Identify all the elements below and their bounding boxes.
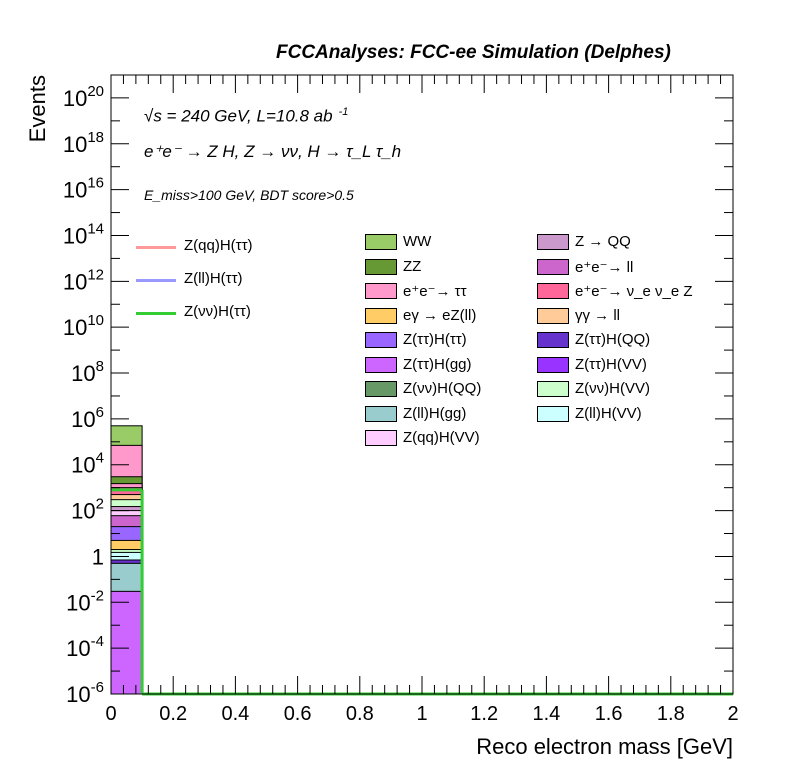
legend-label: ZZ	[403, 257, 422, 275]
x-tick-label: 0.4	[221, 703, 249, 725]
y-tick-label: 1014	[63, 220, 104, 248]
legend-swatch	[537, 356, 569, 373]
legend-label: Z(νν)H(QQ)	[403, 380, 482, 397]
y-tick-label: 1012	[63, 266, 104, 294]
legend-label: Z(ττ)H(VV)	[575, 355, 647, 373]
y-tick-label: 1018	[63, 129, 104, 157]
legend-label: e⁺e⁻→ ν_e ν_e Z	[575, 283, 693, 300]
x-tick-label: 0.6	[284, 703, 312, 725]
y-tick-label: 1	[92, 544, 104, 569]
legend-label: Z(νν)H(VV)	[575, 380, 650, 397]
legend-swatch	[365, 332, 397, 348]
legend-label: e⁺e⁻→ ll	[575, 258, 634, 276]
legend-swatch	[365, 430, 397, 446]
legend-line-swatch	[136, 279, 176, 282]
legend-swatch	[537, 405, 569, 422]
legend-label: Z(qq)H(ττ)	[184, 237, 253, 254]
y-tick-label: 10-2	[66, 587, 104, 615]
legend-swatch	[537, 258, 569, 275]
legend-swatch	[365, 405, 397, 422]
y-tick-label: 10-4	[66, 633, 104, 661]
x-tick-label: 1.2	[470, 703, 498, 725]
x-tick-label: 1.8	[657, 703, 685, 725]
legend-label: Z(ll)H(gg)	[403, 404, 467, 422]
legend-label: Z → QQ	[575, 233, 631, 250]
y-tick-label: 106	[71, 404, 104, 432]
y-tick-label: 108	[71, 358, 104, 386]
legend-label: Z(ll)H(ττ)	[184, 270, 243, 287]
legend-label: Z(qq)H(VV)	[403, 429, 480, 446]
legend-swatch	[537, 381, 569, 397]
x-tick-label: 1.4	[532, 703, 560, 725]
legend-swatch	[365, 283, 397, 299]
y-tick-label: 1016	[63, 175, 104, 203]
energy-lumi-annotation: √s = 240 GeV, L=10.8 ab -1	[144, 106, 349, 126]
x-tick-label: 0.8	[346, 703, 374, 725]
legend-swatch	[365, 356, 397, 373]
x-tick-label: 0.2	[159, 703, 187, 725]
legend-label: γγ → ll	[575, 306, 620, 324]
x-tick-label: 0	[105, 703, 116, 725]
chart-header: FCCAnalyses: FCC-ee Simulation (Delphes)	[276, 42, 671, 63]
legend-label: Z(ττ)H(ττ)	[403, 331, 467, 348]
legend-swatch	[365, 234, 397, 250]
legend-swatch	[365, 381, 397, 397]
legend-swatch	[537, 332, 569, 348]
y-axis-ticks: 10-6 10-4 10-2 1 102 104 106 108 1010 1012 1014 101…	[63, 83, 733, 707]
legend-line-swatch	[136, 246, 176, 249]
legend-line-swatch	[136, 312, 176, 315]
legend-label: Z(νν)H(ττ)	[184, 303, 251, 320]
signal-lines	[111, 488, 733, 696]
y-tick-label: 104	[71, 450, 104, 478]
legend-label: e⁺e⁻→ ττ	[403, 283, 467, 300]
legend-swatch	[537, 234, 569, 250]
legend-swatch	[537, 283, 569, 299]
legend-label: WW	[403, 233, 432, 250]
y-tick-label: 10-6	[66, 679, 104, 707]
legend-label: Z(ll)H(VV)	[575, 404, 642, 422]
x-tick-label: 2	[727, 703, 738, 725]
y-tick-label: 102	[71, 496, 104, 524]
stack-segment	[110, 590, 143, 695]
legend-label: Z(ττ)H(gg)	[403, 355, 472, 373]
legend-label: Z(ττ)H(QQ)	[575, 331, 651, 348]
legend-swatch	[365, 258, 397, 275]
process-annotation: e⁺e⁻ → Z H, Z → νν, H → τ_L τ_h	[144, 142, 402, 161]
y-tick-label: 1020	[63, 83, 104, 111]
legend-swatch	[365, 307, 397, 324]
stacked-histogram	[110, 425, 143, 695]
y-axis-label: Events	[25, 75, 50, 142]
x-tick-label: 1.6	[595, 703, 623, 725]
legend-label: eγ → eZ(ll)	[403, 306, 477, 324]
cuts-annotation: E_miss>100 GeV, BDT score>0.5	[144, 187, 354, 203]
x-axis-label: Reco electron mass [GeV]	[476, 734, 733, 759]
y-tick-label: 1010	[63, 312, 104, 340]
legend-swatch	[537, 307, 569, 324]
x-axis-ticks: 0 0.2 0.4 0.6 0.8 1 1.2 1.4 1.6 1.8 2	[105, 75, 739, 725]
x-tick-label: 1	[416, 703, 427, 725]
